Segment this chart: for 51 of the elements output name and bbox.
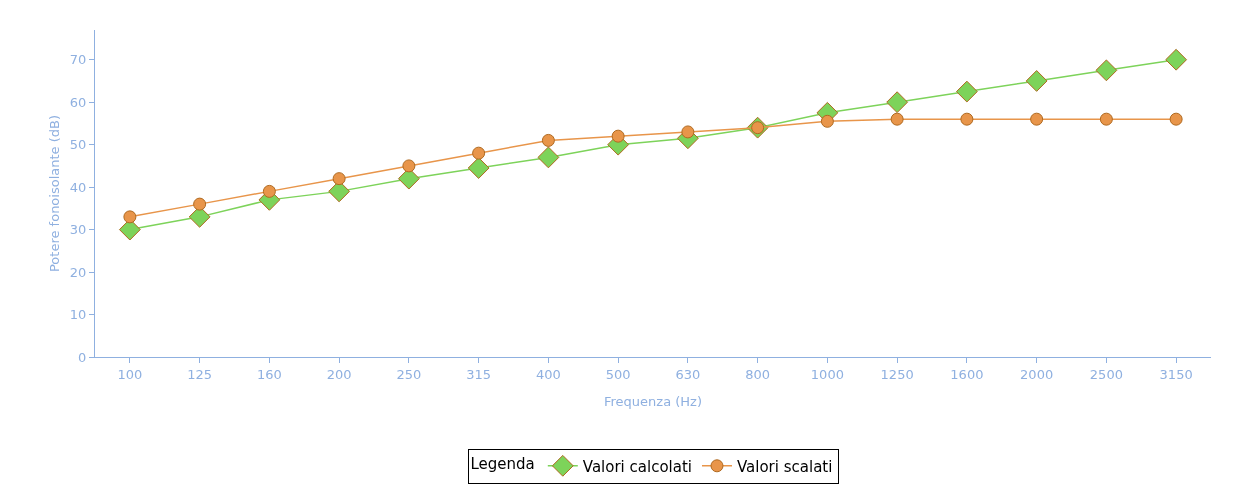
point: [820, 114, 834, 128]
point: [1025, 70, 1048, 92]
legend-label: Valori calcolati: [582, 457, 692, 476]
x-tick-label: 315: [466, 366, 492, 382]
y-tick-label: 0: [78, 349, 87, 365]
point: [332, 172, 346, 186]
y-tick-label: 50: [69, 137, 87, 153]
x-tick-label: 3150: [1159, 366, 1193, 382]
x-axis-title: Frequenza (Hz): [604, 394, 702, 409]
legend-title: Legenda: [470, 455, 535, 474]
point: [960, 112, 974, 126]
point: [472, 146, 486, 160]
x-tick-label: 125: [187, 366, 213, 382]
x-tick-label: 1000: [810, 366, 844, 382]
point: [402, 159, 416, 173]
point: [537, 146, 560, 169]
x-tick-label: 250: [396, 366, 422, 382]
x-tick-label: 160: [256, 366, 282, 382]
y-tick-label: 40: [69, 179, 87, 195]
y-tick-label: 60: [69, 94, 87, 110]
point: [1169, 112, 1183, 126]
x-tick-label: 2000: [1020, 366, 1054, 382]
y-tick-label: 20: [69, 264, 87, 280]
y-tick-label: 70: [69, 52, 87, 68]
point: [886, 91, 909, 114]
x-tick-label: 2500: [1089, 366, 1123, 382]
y-tick-label: 10: [69, 307, 87, 323]
point: [1165, 48, 1188, 71]
x-tick-label: 1250: [880, 366, 914, 382]
point: [541, 133, 555, 147]
point: [467, 157, 490, 179]
x-tick-label: 630: [675, 366, 701, 382]
point: [681, 125, 695, 139]
y-tick-label: 30: [69, 222, 87, 238]
point: [890, 112, 904, 126]
point: [1099, 112, 1113, 126]
point: [262, 184, 276, 198]
point: [955, 80, 978, 103]
point: [123, 210, 137, 224]
x-tick-label: 400: [535, 366, 561, 382]
point: [193, 197, 207, 211]
point: [1030, 112, 1044, 126]
x-tick-label: 800: [745, 366, 771, 382]
x-tick-label: 1600: [950, 366, 984, 382]
x-tick-label: 500: [605, 366, 631, 382]
y-axis-title: Potere fonoisolante (dB): [47, 114, 62, 273]
x-tick-label: 100: [117, 366, 143, 382]
x-tick-label: 200: [326, 366, 352, 382]
point: [611, 129, 625, 143]
point: [1095, 59, 1118, 82]
legend-label: Valori scalati: [736, 457, 833, 476]
